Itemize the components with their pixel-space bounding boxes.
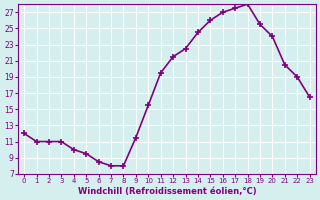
X-axis label: Windchill (Refroidissement éolien,°C): Windchill (Refroidissement éolien,°C) (77, 187, 256, 196)
